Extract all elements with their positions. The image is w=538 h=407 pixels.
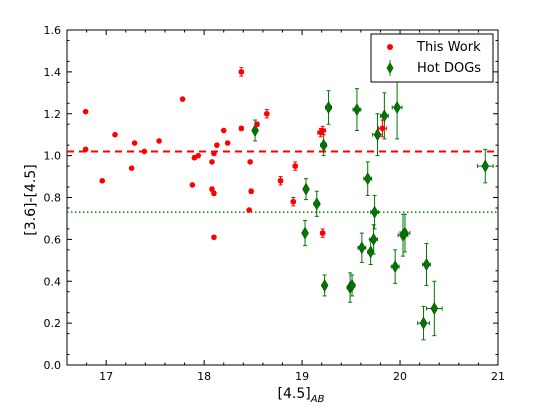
data-point-hot-dogs	[319, 138, 328, 152]
data-point-this-work	[224, 140, 231, 146]
y-tick-label: 0.0	[44, 359, 62, 372]
data-point-this-work	[179, 96, 186, 102]
data-point-hot-dogs	[380, 109, 389, 123]
data-point-hot-dogs	[312, 197, 321, 211]
data-point-hot-dogs	[324, 100, 333, 114]
data-point-hot-dogs	[373, 128, 382, 142]
data-point-this-work	[131, 140, 138, 146]
y-tick-label: 0.6	[44, 233, 62, 246]
x-axis-label: [4.5]AB	[278, 386, 325, 405]
y-tick-label: 1.6	[44, 24, 62, 37]
data-point-this-work	[238, 69, 245, 75]
legend-marker-this-work	[387, 44, 393, 50]
data-point-this-work	[247, 159, 253, 165]
data-point-hot-dogs	[320, 278, 329, 292]
data-point-this-work	[209, 159, 215, 165]
y-tick-label: 1.2	[44, 108, 62, 121]
y-tick-label: 0.8	[44, 192, 62, 205]
data-point-hot-dogs	[358, 241, 366, 255]
data-point-this-work	[99, 177, 106, 184]
data-point-this-work	[209, 186, 215, 192]
data-point-hot-dogs	[302, 182, 310, 196]
data-point-hot-dogs	[353, 103, 361, 117]
y-tick-label: 0.2	[44, 317, 62, 330]
data-point-this-work	[141, 148, 148, 155]
legend-marker-hot-dogs	[386, 60, 394, 76]
x-tick-label: 20	[393, 370, 407, 383]
data-point-this-work	[319, 230, 326, 236]
data-point-this-work	[246, 207, 252, 213]
data-point-this-work	[156, 138, 162, 144]
legend-diamond	[386, 62, 394, 74]
data-point-this-work	[319, 127, 326, 134]
data-point-hot-dogs	[366, 245, 375, 259]
y-axis-label: [3.6]-[4.5]	[23, 164, 39, 235]
legend: This Work Hot DOGs	[370, 33, 494, 83]
x-tick-label: 21	[491, 370, 505, 383]
data-point-this-work	[277, 177, 284, 184]
series-hot-dogs	[251, 75, 494, 341]
data-point-hot-dogs	[401, 226, 409, 240]
data-point-this-work	[82, 146, 89, 153]
data-point-this-work	[112, 131, 118, 138]
data-point-this-work	[211, 234, 217, 241]
data-point-this-work	[82, 108, 89, 115]
y-tick-label: 0.4	[44, 275, 62, 288]
data-point-hot-dogs	[419, 316, 428, 330]
x-tick-label: 18	[197, 370, 211, 383]
data-point-this-work	[211, 150, 217, 157]
data-point-this-work	[264, 110, 270, 117]
x-axis: 17 18 19 20 21	[86, 30, 505, 383]
data-point-this-work	[290, 198, 297, 205]
y-axis: 0.0 0.2 0.4 0.6 0.8 1.0 1.2 1.4 1.6	[44, 24, 498, 372]
data-point-this-work	[189, 182, 196, 188]
x-axis-label-subscript: AB	[310, 394, 325, 405]
y-tick-label: 1.0	[44, 150, 62, 163]
data-point-this-work	[248, 188, 254, 195]
data-point-this-work	[220, 127, 227, 134]
x-tick-label: 19	[295, 370, 309, 383]
legend-label-this-work: This Work	[416, 40, 481, 55]
data-point-hot-dogs	[301, 226, 309, 240]
data-point-hot-dogs	[393, 100, 401, 114]
data-point-hot-dogs	[391, 260, 399, 274]
x-tick-label: 17	[99, 370, 113, 383]
data-point-hot-dogs	[422, 258, 431, 271]
data-point-hot-dogs	[430, 301, 439, 315]
plot-area	[66, 29, 499, 366]
data-point-this-work	[195, 152, 202, 159]
data-point-hot-dogs	[369, 232, 378, 246]
data-point-this-work	[211, 190, 217, 197]
data-point-hot-dogs	[370, 205, 379, 219]
series-this-work	[82, 67, 387, 241]
data-point-this-work	[292, 163, 299, 169]
legend-box	[370, 33, 494, 83]
data-point-this-work	[238, 125, 245, 132]
data-point-this-work	[214, 142, 220, 148]
legend-label-hot-dogs: Hot DOGs	[417, 61, 481, 76]
y-tick-label: 1.4	[44, 66, 62, 79]
data-point-hot-dogs	[363, 172, 372, 186]
data-point-this-work	[254, 121, 260, 128]
data-point-hot-dogs	[251, 124, 259, 137]
data-point-this-work	[128, 165, 135, 171]
data-point-hot-dogs	[348, 278, 356, 292]
data-point-this-work	[379, 125, 386, 132]
data-point-hot-dogs	[481, 159, 490, 173]
